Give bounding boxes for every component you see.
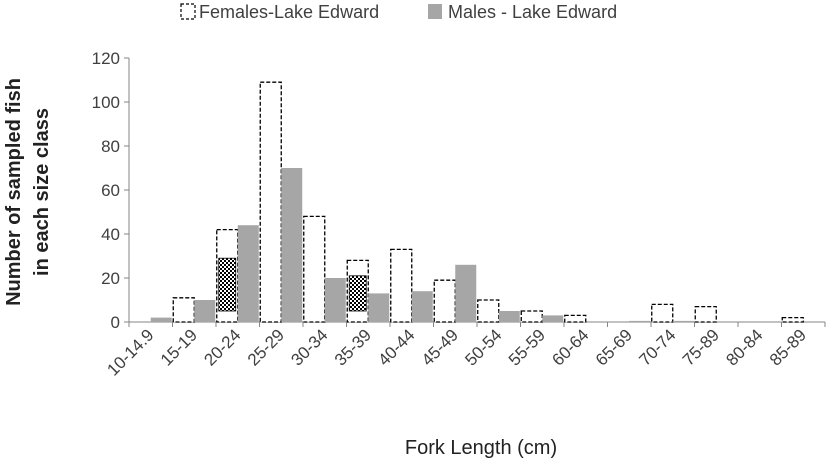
y-tick-label: 0: [111, 313, 120, 332]
legend-swatch-females: [180, 3, 196, 20]
y-ticks: 0 20 40 60 80 100 120: [92, 49, 129, 332]
bar-females-pattern-patch: [348, 275, 367, 312]
bar-females: [172, 297, 195, 323]
bar-males: [498, 311, 520, 322]
bar-males: [672, 320, 694, 322]
bar-females: [259, 81, 282, 323]
bar-males: [194, 300, 216, 322]
bar-females: [477, 299, 500, 323]
bar-males: [629, 320, 651, 322]
x-tick-label: 45-49: [418, 325, 462, 369]
x-tick-label: 50-54: [461, 325, 505, 369]
x-tick-label: 35-39: [331, 325, 375, 369]
bar-males: [368, 293, 390, 322]
bar-females: [303, 215, 326, 323]
bar-males: [324, 278, 346, 322]
x-tick-label: 15-19: [157, 325, 201, 369]
legend-label-males: Males - Lake Edward: [448, 2, 617, 22]
bar-males: [237, 225, 259, 322]
y-tick-label: 80: [101, 137, 120, 156]
y-tick-label: 100: [92, 93, 120, 112]
y-tick-label: 20: [101, 269, 120, 288]
bar-males: [281, 168, 303, 322]
bar-females: [651, 303, 674, 323]
legend: Females-Lake Edward Males - Lake Edward: [180, 2, 617, 22]
x-tick-label: 55-59: [505, 325, 549, 369]
x-tick-label: 20-24: [200, 325, 244, 369]
x-tick-label: 85-89: [766, 325, 810, 369]
bar-females: [433, 279, 456, 323]
x-ticks: 10-14.9 15-19 20-24 25-29 30-34 35-39 40-44 45-…: [103, 325, 810, 379]
bar-males: [542, 315, 564, 322]
x-tick-label: 70-74: [635, 325, 679, 369]
bars: [128, 81, 826, 327]
bar-females-pattern-patch: [218, 257, 237, 312]
x-tick-label: 65-69: [592, 325, 636, 369]
y-axis-label-line-2: in each size class: [31, 108, 53, 276]
y-tick-label: 40: [101, 225, 120, 244]
bar-males: [455, 264, 477, 322]
bar-females: [564, 314, 587, 323]
y-tick-label: 60: [101, 181, 120, 200]
x-tick-label: 25-29: [244, 325, 288, 369]
y-tick-label: 120: [92, 49, 120, 68]
x-tick-label: 10-14.9: [103, 325, 157, 379]
x-tick-label: 30-34: [287, 325, 331, 369]
x-tick-label: 75-89: [679, 325, 723, 369]
bar-males: [150, 317, 172, 322]
legend-swatch-males: [428, 4, 442, 19]
x-tick-label: 80-84: [722, 325, 766, 369]
bar-females: [520, 310, 543, 323]
x-axis-label: Fork Length (cm): [405, 437, 557, 459]
x-tick-label: 60-64: [548, 325, 592, 369]
bar-females: [390, 248, 413, 323]
x-tick-label: 40-44: [374, 325, 418, 369]
legend-label-females: Females-Lake Edward: [199, 2, 379, 22]
bar-males: [411, 291, 433, 322]
y-axis-label-line-1: Number of sampled fish: [3, 78, 25, 306]
bar-females: [694, 305, 717, 323]
bar-females: [781, 316, 804, 323]
